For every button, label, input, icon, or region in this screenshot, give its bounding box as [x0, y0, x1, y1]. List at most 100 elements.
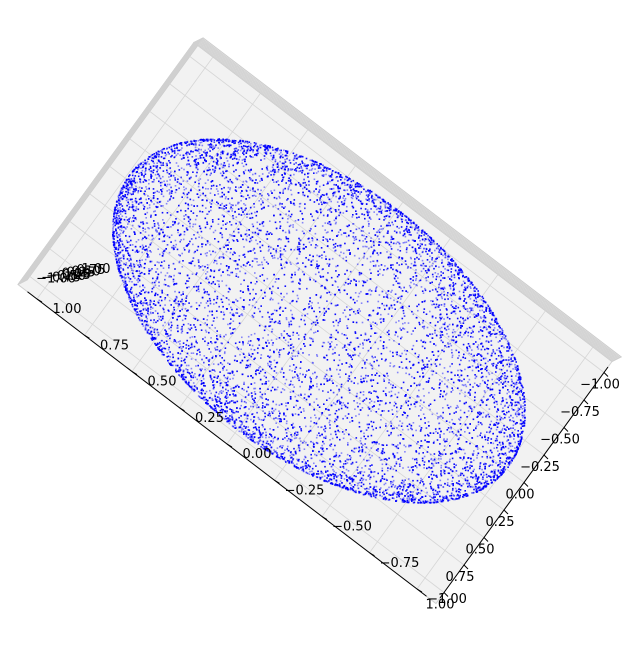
scatter-point: [492, 329, 495, 331]
scatter-point: [439, 282, 441, 284]
scatter-point: [308, 172, 310, 175]
scatter-point: [234, 210, 236, 213]
scatter-point: [290, 380, 292, 383]
scatter-point: [473, 354, 475, 357]
scatter-point: [417, 441, 419, 443]
scatter-point: [343, 346, 346, 348]
scatter-point: [515, 404, 518, 406]
scatter-point: [313, 163, 316, 166]
scatter-point: [321, 444, 323, 447]
scatter-point: [122, 249, 124, 251]
scatter-point: [269, 449, 272, 452]
scatter-point: [168, 160, 170, 162]
scatter-point: [473, 361, 476, 364]
scatter-point: [293, 317, 295, 320]
scatter-point: [309, 337, 311, 339]
scatter-point: [220, 416, 223, 418]
scatter-point: [185, 214, 187, 216]
scatter-point: [270, 452, 273, 455]
scatter-point: [239, 270, 241, 273]
scatter-point: [131, 186, 134, 189]
scatter-point: [491, 352, 493, 355]
scatter-point: [261, 263, 264, 266]
scatter-point: [170, 195, 172, 197]
scatter-point: [342, 465, 345, 468]
scatter-point: [116, 241, 118, 244]
scatter-point: [364, 443, 366, 445]
scatter-point: [151, 181, 154, 183]
scatter-point: [277, 162, 279, 164]
scatter-point: [192, 382, 195, 384]
scatter-point: [301, 171, 303, 174]
scatter-point: [343, 199, 346, 202]
scatter-point: [468, 278, 470, 280]
scatter-point: [129, 291, 131, 293]
scatter-point: [282, 190, 284, 192]
scatter-point: [337, 286, 339, 288]
scatter-point: [151, 339, 154, 341]
scatter-point: [480, 348, 483, 351]
scatter-point: [408, 444, 410, 447]
scatter-point: [171, 246, 173, 249]
scatter-point: [373, 242, 375, 244]
scatter-point: [115, 228, 117, 230]
scatter-point: [368, 200, 370, 202]
scatter-point: [191, 140, 194, 143]
scatter-point: [140, 302, 142, 305]
scatter-point: [295, 437, 297, 439]
scatter-point: [252, 187, 254, 189]
scatter-point: [288, 231, 291, 233]
scatter-point: [210, 351, 212, 353]
scatter-point: [508, 365, 511, 368]
scatter-point: [497, 423, 499, 425]
scatter-point: [472, 386, 474, 388]
scatter-point: [122, 269, 125, 271]
scatter-point: [134, 190, 136, 193]
scatter-point: [265, 144, 268, 147]
scatter-point: [312, 338, 314, 341]
scatter-point: [190, 352, 193, 354]
scatter-point: [243, 308, 245, 310]
scatter-point: [468, 295, 471, 298]
scatter-point: [481, 456, 484, 458]
scatter-point: [277, 147, 279, 150]
scatter-point: [218, 305, 220, 308]
scatter-point: [289, 180, 292, 182]
scatter-point: [300, 165, 302, 168]
scatter-point: [471, 307, 473, 310]
scatter-point: [299, 426, 301, 428]
scatter-point: [344, 344, 346, 347]
scatter-point: [173, 156, 176, 159]
scatter-point: [327, 379, 329, 382]
scatter-point: [247, 194, 249, 197]
scatter-point: [318, 271, 320, 274]
scatter-point: [219, 140, 222, 142]
scatter-point: [518, 402, 521, 405]
scatter-point: [250, 334, 253, 336]
scatter-point: [488, 322, 491, 324]
scatter-point: [374, 491, 377, 493]
scatter-point: [219, 362, 222, 364]
scatter-point: [443, 497, 445, 500]
scatter-point: [113, 242, 116, 244]
scatter-point: [121, 242, 124, 245]
scatter-point: [310, 163, 313, 166]
scatter-point: [368, 488, 370, 490]
scatter-point: [233, 421, 235, 423]
scatter-point: [448, 256, 450, 258]
scatter-point: [473, 459, 475, 462]
scatter-point: [180, 144, 183, 146]
scatter-point: [173, 248, 175, 250]
scatter-point: [282, 372, 285, 374]
scatter-point: [282, 453, 284, 455]
scatter-point: [143, 302, 146, 304]
scatter-point: [332, 178, 334, 181]
scatter-point: [149, 308, 152, 310]
scatter-point: [334, 249, 337, 252]
scatter-point: [335, 265, 337, 268]
scatter-point: [297, 433, 299, 436]
scatter-point: [470, 471, 472, 474]
scatter-point: [522, 405, 524, 407]
scatter-point: [241, 209, 243, 211]
scatter-point: [389, 362, 392, 364]
